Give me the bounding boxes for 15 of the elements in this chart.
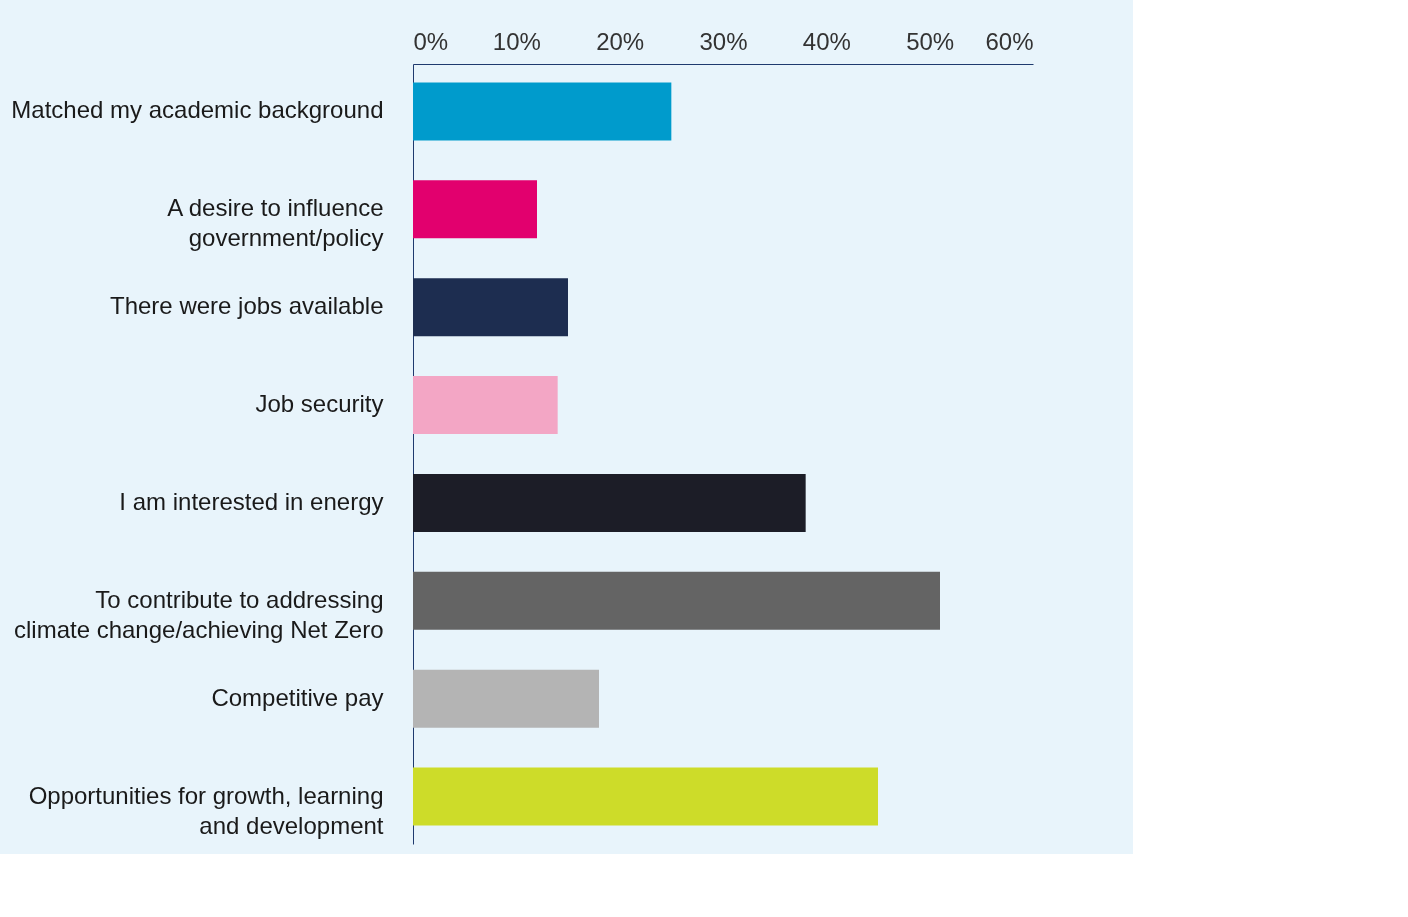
x-tick-label: 10% xyxy=(492,27,541,55)
x-tick-label: 40% xyxy=(802,27,851,55)
y-tick-label: Competitive pay xyxy=(211,683,384,711)
y-tick-label: A desire to influence government/policy xyxy=(167,194,384,252)
y-tick-label: Job security xyxy=(255,390,384,418)
x-tick-label: 30% xyxy=(699,27,748,55)
x-tick-label: 0% xyxy=(413,27,449,55)
y-tick-label: There were jobs available xyxy=(110,292,384,320)
x-tick-label: 50% xyxy=(906,27,955,55)
x-tick-label: 60% xyxy=(985,27,1034,55)
y-tick-label: I am interested in energy xyxy=(119,487,384,515)
y-tick-label: Matched my academic background xyxy=(11,96,384,124)
y-tick-label: To contribute to addressing climate change/achieving Net Zero xyxy=(13,585,384,643)
y-tick-label: Opportunities for growth, learning and development xyxy=(28,781,384,839)
x-tick-label: 20% xyxy=(596,27,645,55)
